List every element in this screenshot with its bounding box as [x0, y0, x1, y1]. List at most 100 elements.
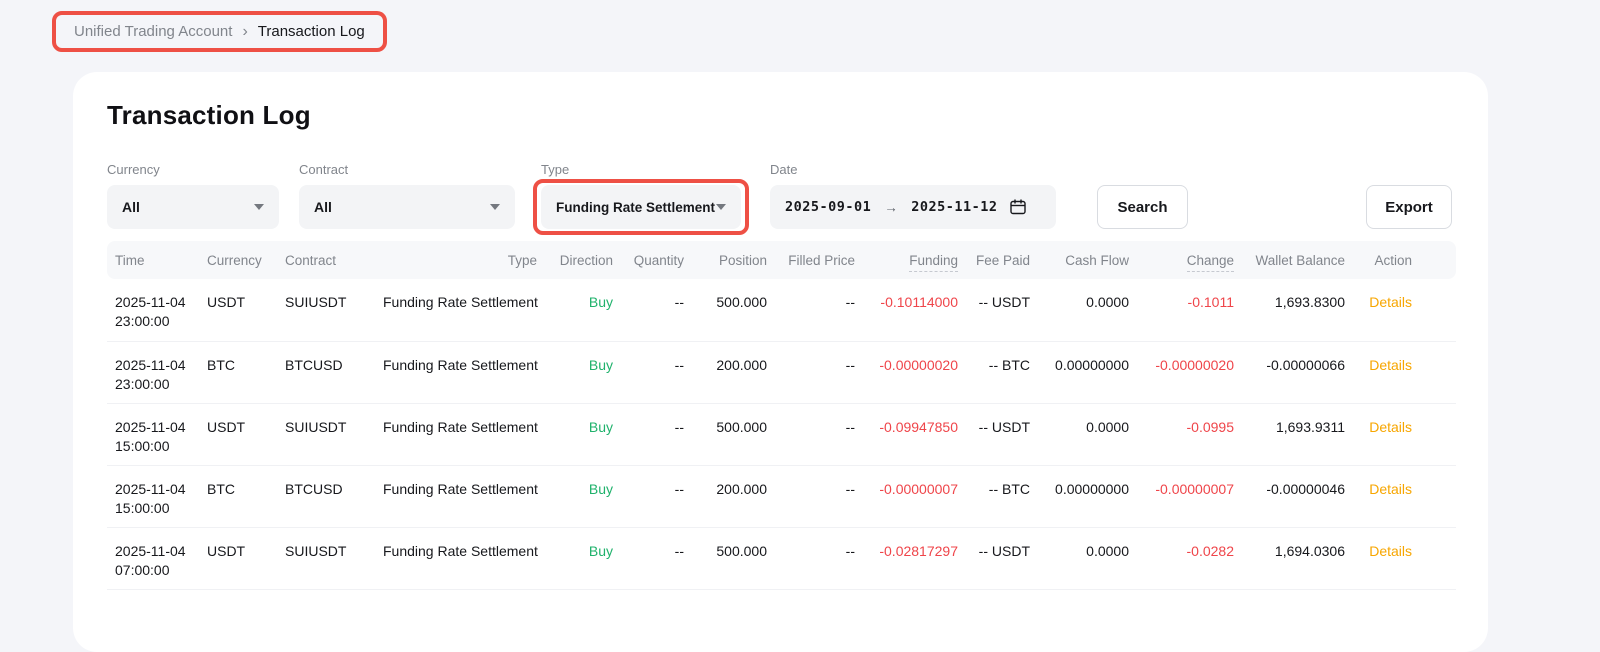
table-row: 2025-11-04 07:00:00 USDT SUIUSDT Funding Rat… [107, 527, 1456, 590]
col-header-currency: Currency [207, 252, 262, 268]
cell-time: 2025-11-04 15:00:00 [107, 465, 207, 528]
cell-position: 200.000 [684, 341, 767, 404]
arrow-right-icon: → [884, 199, 899, 215]
cell-wallet_balance: 1,693.9311 [1234, 403, 1345, 466]
date-start-value: 2025-09-01 [785, 199, 872, 215]
cell-action: Details [1345, 465, 1456, 528]
currency-select[interactable]: All [107, 185, 279, 229]
transaction-log-card: Transaction Log Currency All Contract Al… [73, 72, 1488, 652]
cell-direction: Buy [537, 465, 613, 528]
cell-type: Funding Rate Settlement [383, 341, 538, 404]
cell-change: -0.00000020 [1129, 341, 1234, 404]
cell-contract: BTCUSD [285, 341, 383, 404]
cell-quantity: -- [613, 279, 684, 342]
cell-wallet_balance: 1,694.0306 [1234, 527, 1345, 590]
breadcrumb-item-unified-trading-account[interactable]: Unified Trading Account [74, 23, 233, 40]
cell-type: Funding Rate Settlement [383, 279, 538, 342]
cell-time: 2025-11-04 15:00:00 [107, 403, 207, 466]
table-row: 2025-11-04 15:00:00 BTC BTCUSD Funding Rate … [107, 465, 1456, 528]
details-link[interactable]: Details [1369, 542, 1412, 559]
cell-funding: -0.10114000 [855, 279, 958, 342]
cell-action: Details [1345, 527, 1456, 590]
col-header-type: Type [507, 252, 537, 268]
search-button[interactable]: Search [1097, 185, 1188, 229]
cell-fee_paid: -- BTC [958, 341, 1030, 404]
date-end-value: 2025-11-12 [911, 199, 998, 215]
cell-change: -0.0995 [1129, 403, 1234, 466]
cell-cash_flow: 0.00000000 [1030, 465, 1129, 528]
type-select-value: Funding Rate Settlement [556, 199, 716, 215]
cell-time: 2025-11-04 07:00:00 [107, 527, 207, 590]
page-title: Transaction Log [107, 100, 311, 130]
details-link[interactable]: Details [1369, 480, 1412, 497]
table-body: 2025-11-04 23:00:00 USDT SUIUSDT Funding Rat… [107, 279, 1456, 590]
cell-action: Details [1345, 403, 1456, 466]
currency-select-value: All [122, 199, 140, 215]
col-header-filled_price: Filled Price [788, 252, 855, 268]
cell-fee_paid: -- BTC [958, 465, 1030, 528]
cell-position: 500.000 [684, 527, 767, 590]
cell-quantity: -- [613, 403, 684, 466]
cell-currency: BTC [207, 465, 285, 528]
details-link[interactable]: Details [1369, 418, 1412, 435]
cell-position: 200.000 [684, 465, 767, 528]
export-button[interactable]: Export [1366, 185, 1452, 229]
cell-time: 2025-11-04 23:00:00 [107, 279, 207, 342]
col-header-action: Action [1374, 252, 1412, 268]
contract-filter: Contract All [299, 162, 515, 229]
cell-contract: SUIUSDT [285, 403, 383, 466]
transaction-table: Time Currency Contract Type Direction Quantit… [107, 241, 1456, 590]
cell-quantity: -- [613, 527, 684, 590]
cell-wallet_balance: -0.00000066 [1234, 341, 1345, 404]
cell-currency: USDT [207, 527, 285, 590]
col-header-direction: Direction [559, 252, 613, 268]
cell-type: Funding Rate Settlement [383, 527, 538, 590]
cell-fee_paid: -- USDT [958, 279, 1030, 342]
contract-select[interactable]: All [299, 185, 515, 229]
cell-contract: BTCUSD [285, 465, 383, 528]
cell-cash_flow: 0.0000 [1030, 279, 1129, 342]
cell-type: Funding Rate Settlement [383, 403, 538, 466]
cell-filled_price: -- [767, 465, 855, 528]
cell-filled_price: -- [767, 279, 855, 342]
type-filter: Type Funding Rate Settlement [533, 162, 749, 235]
cell-direction: Buy [537, 527, 613, 590]
type-filter-label: Type [541, 162, 570, 177]
col-header-change: Change [1129, 241, 1234, 279]
cell-cash_flow: 0.0000 [1030, 527, 1129, 590]
details-link[interactable]: Details [1369, 356, 1412, 373]
chevron-down-icon [716, 204, 726, 210]
cell-cash_flow: 0.00000000 [1030, 341, 1129, 404]
col-header-wallet_balance: Wallet Balance [1255, 252, 1345, 268]
calendar-icon [1009, 198, 1027, 216]
cell-direction: Buy [537, 279, 613, 342]
cell-contract: SUIUSDT [285, 279, 383, 342]
cell-wallet_balance: -0.00000046 [1234, 465, 1345, 528]
breadcrumb: Unified Trading Account › Transaction Lo… [52, 11, 387, 52]
table-row: 2025-11-04 23:00:00 BTC BTCUSD Funding Rate … [107, 341, 1456, 404]
col-header-contract: Contract [285, 252, 337, 268]
table-row: 2025-11-04 15:00:00 USDT SUIUSDT Funding Rat… [107, 403, 1456, 466]
cell-time: 2025-11-04 23:00:00 [107, 341, 207, 404]
cell-change: -0.1011 [1129, 279, 1234, 342]
date-range-picker[interactable]: 2025-09-01 → 2025-11-12 [770, 185, 1056, 229]
chevron-right-icon: › [242, 22, 248, 40]
details-link[interactable]: Details [1369, 294, 1412, 310]
date-filter: Date 2025-09-01 → 2025-11-12 [770, 162, 1056, 229]
col-header-quantity: Quantity [633, 252, 684, 268]
cell-change: -0.00000007 [1129, 465, 1234, 528]
currency-filter-label: Currency [107, 162, 160, 177]
cell-funding: -0.09947850 [855, 403, 958, 466]
cell-wallet_balance: 1,693.8300 [1234, 279, 1345, 342]
cell-currency: BTC [207, 341, 285, 404]
cell-direction: Buy [537, 341, 613, 404]
filter-bar: Currency All Contract All Type Funding R… [107, 162, 1452, 235]
cell-funding: -0.00000007 [855, 465, 958, 528]
cell-fee_paid: -- USDT [958, 403, 1030, 466]
cell-quantity: -- [613, 341, 684, 404]
cell-type: Funding Rate Settlement [383, 465, 538, 528]
cell-funding: -0.02817297 [855, 527, 958, 590]
type-select[interactable]: Funding Rate Settlement [541, 185, 741, 229]
cell-position: 500.000 [684, 279, 767, 342]
col-header-position: Position [718, 252, 767, 268]
